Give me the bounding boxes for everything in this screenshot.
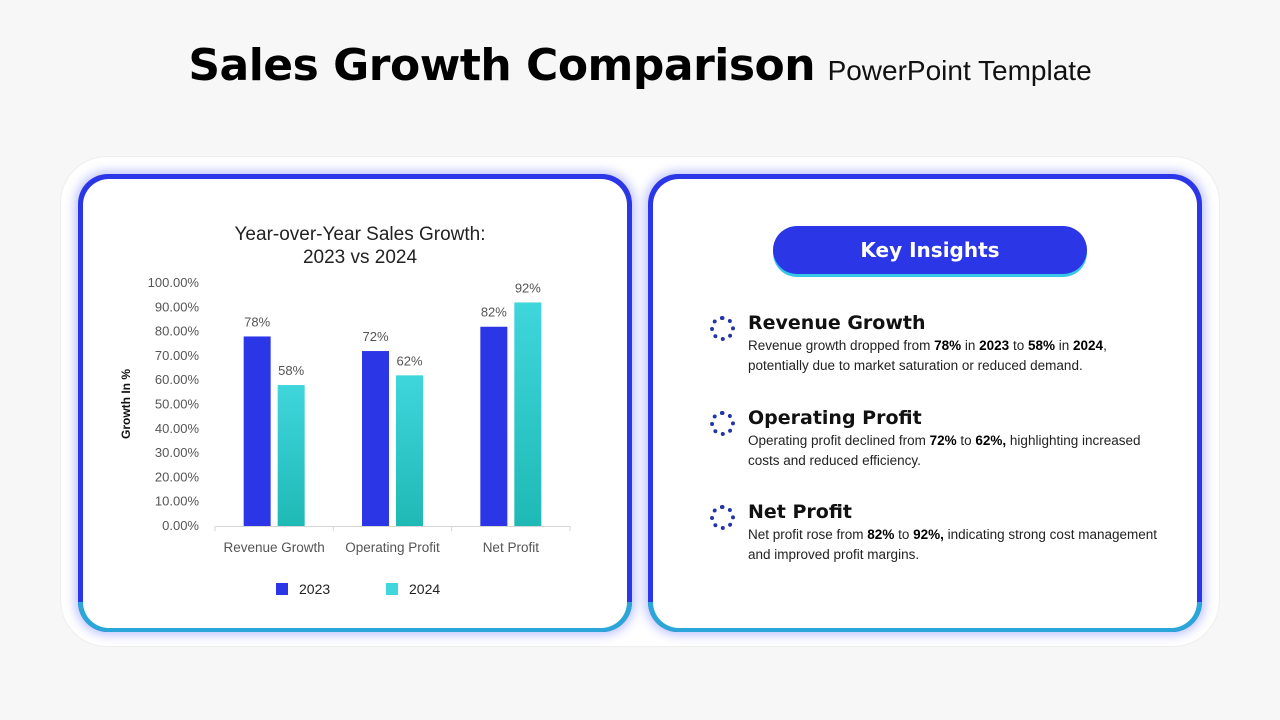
insight-highlight: 2024 [1073, 338, 1104, 353]
data-label: 78% [244, 314, 270, 329]
insight-title: Net Profit [748, 501, 852, 523]
bar-2023-0 [243, 336, 271, 526]
insight-text-run: Operating profit declined from [748, 433, 930, 448]
insight-title: Operating Profit [748, 407, 922, 429]
insight-text: Net profit rose from 82% to 92%, indicat… [748, 525, 1168, 565]
page-subtitle: PowerPoint Template [827, 55, 1092, 86]
insight-text-run: to [894, 527, 914, 542]
data-label: 92% [515, 280, 541, 295]
y-tick-label: 0.00% [162, 518, 199, 533]
legend-swatch-2024 [386, 583, 398, 595]
insight-net-profit: Net Profit Net profit rose from 82% to 9… [710, 500, 1168, 565]
insight-highlight: 92%, [913, 527, 944, 542]
insight-highlight: 72% [929, 433, 957, 448]
data-label: 58% [278, 363, 304, 378]
data-label: 62% [396, 353, 422, 368]
insight-text-run: Revenue growth dropped from [748, 338, 935, 353]
y-tick-label: 50.00% [155, 397, 200, 412]
bar-2023-1 [362, 351, 389, 526]
key-insights-heading: Key Insights [773, 226, 1087, 274]
chart-title-line-1: Year-over-Year Sales Growth: [234, 224, 486, 245]
gear-icon [710, 505, 735, 530]
insight-highlight: 2023 [979, 338, 1010, 353]
y-tick-label: 10.00% [155, 494, 200, 509]
y-axis-label: Growth In % [119, 369, 133, 439]
insight-highlight: 82% [867, 527, 895, 542]
insight-text-run: Net profit rose from [748, 527, 868, 542]
bar-chart: 0.00% 10.00% 20.00% 30.00% 40.00% 50.00% 60.00… [119, 275, 571, 597]
insight-text-run: highlighting increased costs and reduced… [748, 433, 1141, 468]
y-tick-label: 80.00% [155, 324, 200, 339]
insight-text-run: indicating strong cost management and im… [748, 527, 1157, 562]
gear-icon [710, 316, 735, 341]
insight-text: Revenue growth dropped from 78% in 2023 … [748, 336, 1168, 376]
insight-text-run: to [956, 433, 976, 448]
insights-card-body: Key Insights Revenue Growth Revenue grow… [653, 179, 1197, 628]
insight-text-run: in [961, 338, 980, 353]
x-tick-label: Operating Profit [345, 540, 440, 555]
bar-2024-1 [396, 375, 423, 526]
insight-revenue-growth: Revenue Growth Revenue growth dropped fr… [710, 311, 1168, 376]
y-tick-label: 30.00% [155, 445, 200, 460]
insight-highlight: 78% [934, 338, 962, 353]
y-tick-label: 40.00% [155, 421, 200, 436]
insight-text-run: in [1055, 338, 1074, 353]
bar-2024-2 [514, 302, 542, 526]
insight-highlight: 62%, [975, 433, 1007, 448]
chart-card-body: Year-over-Year Sales Growth: 2023 vs 202… [83, 179, 627, 628]
insight-operating-profit: Operating Profit Operating profit declin… [710, 406, 1168, 471]
legend-label: 2024 [409, 581, 440, 597]
legend-swatch-2023 [276, 583, 288, 595]
y-tick-label: 100.00% [148, 275, 200, 290]
insight-title: Revenue Growth [748, 312, 926, 334]
insight-text-run: , potentially due to market saturation o… [748, 338, 1107, 373]
legend-label: 2023 [299, 581, 330, 597]
bar-2023-2 [480, 326, 508, 526]
page-title: Sales Growth Comparison [188, 40, 816, 91]
chart-title: Year-over-Year Sales Growth: 2023 vs 202… [83, 223, 637, 269]
insights-card: Key Insights Revenue Growth Revenue grow… [648, 174, 1202, 632]
y-tick-label: 90.00% [155, 299, 200, 314]
y-tick-label: 70.00% [155, 348, 200, 363]
insight-highlight: 58% [1027, 338, 1055, 353]
x-tick-label: Revenue Growth [224, 540, 325, 555]
y-tick-label: 20.00% [155, 469, 200, 484]
page-title-row: Sales Growth Comparison PowerPoint Templ… [0, 40, 1280, 91]
x-tick-label: Net Profit [483, 540, 540, 555]
y-tick-label: 60.00% [155, 372, 200, 387]
data-label: 82% [481, 305, 507, 320]
bar-2024-0 [277, 385, 305, 526]
chart-title-line-2: 2023 vs 2024 [302, 247, 418, 268]
insight-text-run: to [1009, 338, 1028, 353]
data-label: 72% [362, 329, 388, 344]
insight-text: Operating profit declined from 72% to 62… [748, 431, 1168, 471]
gear-icon [710, 411, 735, 436]
chart-card: Year-over-Year Sales Growth: 2023 vs 202… [78, 174, 632, 632]
